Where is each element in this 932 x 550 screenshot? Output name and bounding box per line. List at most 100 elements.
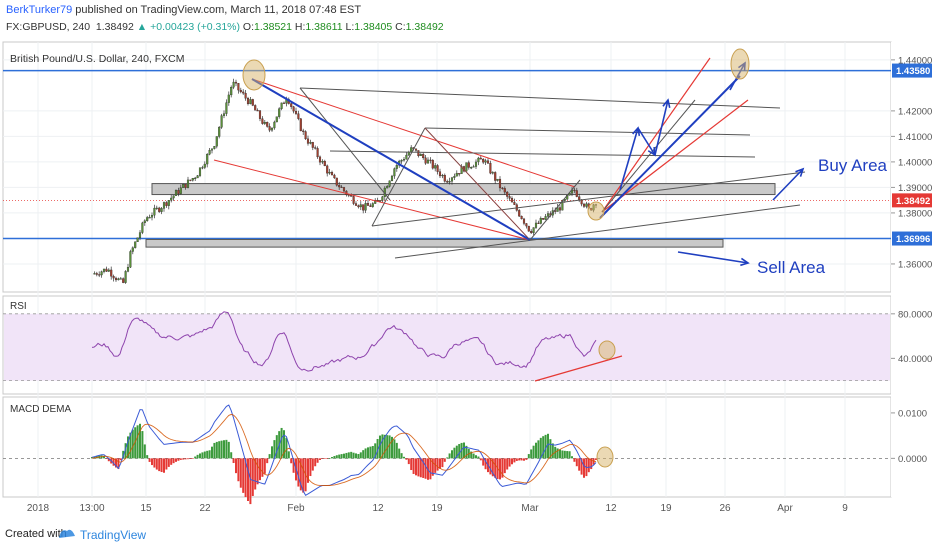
fan-line[interactable]: [371, 127, 426, 227]
buy-area-arrow[interactable]: [772, 168, 804, 201]
candle-body: [525, 223, 528, 227]
fan-line[interactable]: [371, 171, 806, 227]
candle-body: [208, 150, 211, 155]
macd-histogram-bar: [542, 436, 545, 459]
macd-histogram-bar: [213, 442, 216, 459]
fan-line[interactable]: [424, 127, 531, 241]
macd-histogram-bar: [91, 457, 93, 459]
candle-body: [374, 200, 377, 204]
macd-histogram-bar: [388, 435, 391, 459]
y-tick-label: 40.0000: [898, 354, 932, 365]
candle-body: [429, 159, 432, 161]
macd-histogram-bar: [151, 458, 153, 466]
candle-body: [422, 154, 425, 159]
macd-histogram-bar: [172, 458, 175, 464]
macd-histogram-bar: [283, 430, 285, 459]
fan-line[interactable]: [299, 87, 781, 109]
close-label: C:: [395, 21, 406, 33]
candle-body: [506, 191, 509, 197]
y-tick-label: 1.36000: [898, 259, 932, 270]
macd-line[interactable]: [91, 404, 597, 496]
projection-channel-line[interactable]: [601, 99, 749, 213]
candle-body: [194, 177, 197, 179]
candle-body: [448, 181, 451, 183]
candle-body: [275, 116, 278, 123]
macd-histogram-bar: [194, 456, 197, 459]
projection-channel-line[interactable]: [601, 57, 711, 213]
macd-histogram-bar: [539, 437, 542, 459]
wave-arrow[interactable]: [654, 99, 669, 156]
buy-zone-box[interactable]: [151, 183, 776, 196]
macd-histogram-bar: [568, 451, 571, 459]
macd-histogram-bar: [345, 452, 348, 459]
x-tick-label: 26: [719, 503, 731, 514]
wave-arrow[interactable]: [637, 127, 656, 156]
fan-line[interactable]: [329, 150, 756, 158]
support-trendline[interactable]: [394, 204, 801, 259]
wave-arrow[interactable]: [619, 127, 639, 191]
top-highlight-circle[interactable]: [242, 59, 266, 91]
macd-histogram-bar: [323, 458, 326, 459]
target-highlight-circle[interactable]: [730, 48, 750, 80]
chart-canvas[interactable]: 2018 13:00 15 22 Feb 12 19 Mar 12 19 26 Apr 9 1.44000…: [0, 38, 932, 518]
macd-highlight-circle[interactable]: [596, 446, 614, 468]
main-pane-frame[interactable]: [2, 41, 892, 293]
macd-histogram-bar: [508, 458, 511, 467]
rsi-highlight-circle[interactable]: [598, 340, 616, 360]
candle-body: [234, 81, 238, 84]
channel-upper-line[interactable]: [251, 78, 576, 188]
candle-body: [263, 122, 266, 124]
macd-histogram-bar: [400, 453, 403, 459]
candle-body: [522, 218, 526, 224]
candle-body: [330, 172, 334, 176]
candle-body: [306, 138, 310, 144]
candle-body: [119, 278, 122, 280]
macd-histogram-bar: [494, 458, 497, 478]
tradingview-logo-icon: [59, 529, 75, 538]
symbol-label[interactable]: FX:GBPUSD, 240: [6, 21, 91, 33]
fan-line[interactable]: [299, 87, 391, 201]
candle-body: [520, 215, 523, 220]
candle-body: [323, 161, 326, 167]
macd-histogram-bar: [285, 437, 288, 459]
y-tick-label: 1.40000: [898, 157, 932, 168]
candle-body: [98, 274, 101, 276]
candle-body: [184, 184, 187, 188]
sell-area-arrow[interactable]: [677, 251, 749, 264]
macd-histogram-bar: [518, 458, 521, 461]
candle-body: [340, 186, 343, 188]
entry-highlight-circle[interactable]: [587, 201, 605, 221]
author-link[interactable]: BerkTurker79: [6, 4, 73, 16]
macd-pane-frame[interactable]: [2, 396, 892, 498]
rsi-trendline[interactable]: [534, 355, 623, 382]
tradingview-brand[interactable]: TradingView: [80, 528, 147, 542]
main-pane-title: British Pound/U.S. Dollar, 240, FXCM: [10, 53, 185, 65]
macd-histogram-bar: [559, 449, 561, 459]
rsi-line[interactable]: [91, 311, 597, 372]
symbol-line: FX:GBPUSD, 240 1.38492 ▲ +0.00423 (+0.31…: [6, 21, 444, 33]
macd-histogram-bar: [446, 457, 449, 459]
candle-body: [518, 210, 521, 217]
macd-histogram-bar: [227, 441, 230, 459]
macd-histogram-bar: [407, 458, 410, 465]
macd-histogram-bar: [182, 458, 185, 460]
x-tick-label: Apr: [777, 503, 793, 514]
y-tick-label: 1.41000: [898, 132, 932, 143]
macd-histogram-bar: [453, 447, 456, 459]
sell-zone-box[interactable]: [145, 238, 724, 248]
x-tick-label: 12: [372, 503, 384, 514]
macd-signal-line[interactable]: [91, 413, 597, 486]
macd-histogram-bar: [470, 451, 473, 459]
blue-trendline[interactable]: [251, 78, 531, 241]
fan-line[interactable]: [601, 99, 696, 213]
channel-lower-line[interactable]: [213, 159, 531, 241]
candle-body: [359, 204, 362, 208]
fan-line[interactable]: [424, 127, 751, 136]
candle-body: [357, 205, 360, 208]
candle-body: [254, 105, 257, 111]
target-arrow-line[interactable]: [599, 75, 741, 219]
fan-line[interactable]: [529, 179, 581, 241]
candle-body: [215, 136, 218, 147]
macd-histogram-bar: [379, 435, 381, 459]
macd-histogram-bar: [232, 458, 235, 464]
